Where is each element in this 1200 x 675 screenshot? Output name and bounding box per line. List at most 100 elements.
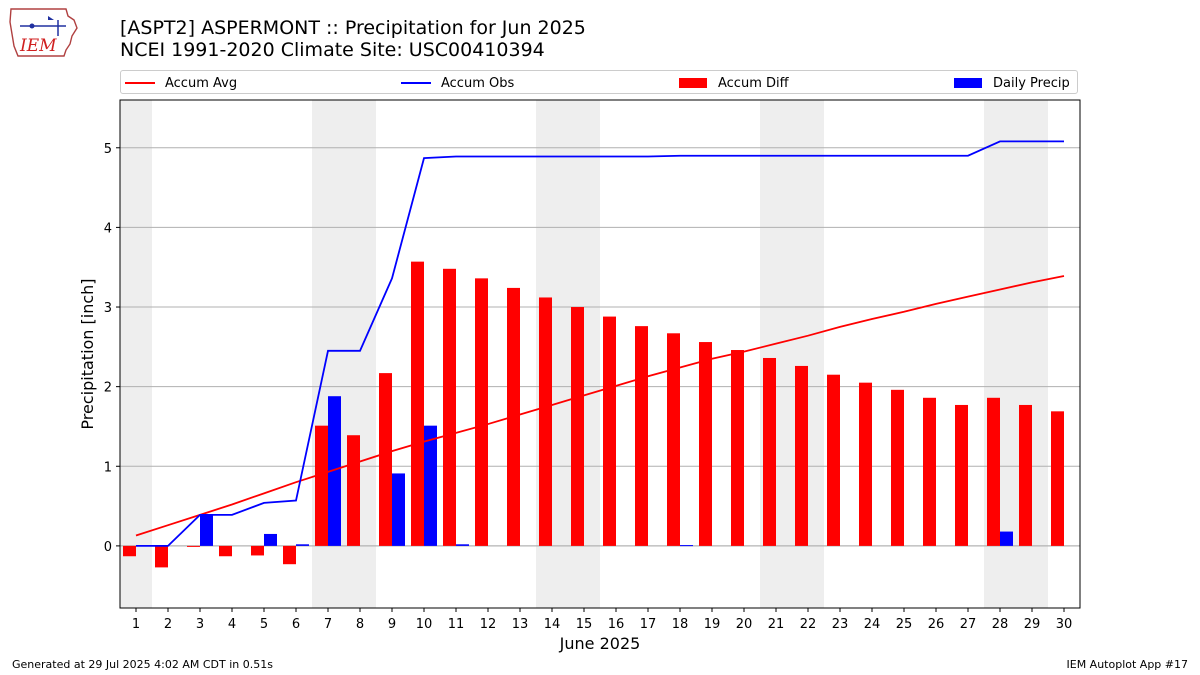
y-tick-label: 0 <box>104 540 112 555</box>
bar-accum-diff <box>187 545 200 547</box>
x-tick-label: 26 <box>928 617 945 632</box>
y-tick-label: 5 <box>104 142 112 157</box>
iem-iowa-logo-icon: IEM <box>9 8 78 57</box>
bar-accum-diff <box>699 342 712 546</box>
bar-daily-precip <box>200 514 213 546</box>
legend-label-accum-obs: Accum Obs <box>441 75 515 91</box>
bar-daily-precip <box>1000 531 1013 546</box>
bar-accum-diff <box>219 545 232 557</box>
x-axis-label: June 2025 <box>559 634 641 653</box>
bar-accum-diff <box>731 350 744 546</box>
x-tick-label: 7 <box>324 617 332 632</box>
bar-accum-diff <box>795 365 808 546</box>
y-tick-label: 4 <box>104 221 112 236</box>
bar-accum-diff <box>571 307 584 546</box>
bar-accum-diff <box>923 397 936 546</box>
x-tick-label: 4 <box>228 617 236 632</box>
bar-accum-diff <box>283 545 296 565</box>
x-tick-label: 20 <box>736 617 753 632</box>
bar-accum-diff <box>347 435 360 546</box>
x-tick-label: 2 <box>164 617 172 632</box>
y-tick-label: 1 <box>104 460 112 475</box>
line-accum-obs <box>136 140 1064 547</box>
x-tick-label: 24 <box>864 617 881 632</box>
bar-accum-diff <box>827 374 840 546</box>
bar-accum-diff <box>891 389 904 546</box>
chart-legend: Accum Avg Accum Obs Accum Diff Daily Pre… <box>120 70 1078 94</box>
bar-daily-precip <box>296 544 309 546</box>
legend-label-daily-precip: Daily Precip <box>993 75 1070 91</box>
x-tick-label: 25 <box>896 617 913 632</box>
x-tick-label: 11 <box>448 617 465 632</box>
bar-accum-diff <box>251 545 264 556</box>
x-tick-label: 1 <box>132 617 140 632</box>
bar-accum-diff <box>603 316 616 546</box>
bar-accum-diff <box>1051 411 1064 546</box>
y-tick-label: 2 <box>104 381 112 396</box>
bar-accum-diff <box>635 326 648 546</box>
legend-item-daily-precip: Daily Precip <box>954 74 1070 92</box>
x-tick-label: 17 <box>640 617 657 632</box>
legend-swatch-accum-diff <box>679 78 707 88</box>
bar-daily-precip <box>424 425 437 546</box>
bar-accum-diff <box>763 357 776 546</box>
legend-item-accum-diff: Accum Diff <box>679 74 789 92</box>
bar-daily-precip <box>264 533 277 546</box>
x-tick-label: 15 <box>576 617 593 632</box>
x-tick-label: 16 <box>608 617 625 632</box>
chart-title-line2: NCEI 1991-2020 Climate Site: USC00410394 <box>120 39 545 61</box>
x-tick-label: 27 <box>960 617 977 632</box>
x-tick-label: 13 <box>512 617 529 632</box>
bar-accum-diff <box>155 545 168 568</box>
x-tick-label: 30 <box>1056 617 1073 632</box>
x-tick-label: 29 <box>1024 617 1041 632</box>
bar-accum-diff <box>379 373 392 546</box>
x-tick-label: 23 <box>832 617 849 632</box>
iem-logo: IEM <box>8 6 80 60</box>
bar-accum-diff <box>539 297 552 546</box>
x-tick-label: 12 <box>480 617 497 632</box>
footer-generated: Generated at 29 Jul 2025 4:02 AM CDT in … <box>12 658 273 671</box>
weekend-band <box>120 100 152 608</box>
plot-frame <box>119 99 1081 609</box>
bar-accum-diff <box>859 382 872 546</box>
bar-accum-diff <box>667 333 680 546</box>
x-tick-label: 14 <box>544 617 561 632</box>
x-tick-label: 8 <box>356 617 364 632</box>
legend-item-accum-obs: Accum Obs <box>401 74 514 92</box>
bar-daily-precip <box>392 473 405 546</box>
x-tick-label: 19 <box>704 617 721 632</box>
chart-title: [ASPT2] ASPERMONT :: Precipitation for J… <box>120 17 586 61</box>
x-tick-label: 9 <box>388 617 396 632</box>
x-tick-label: 10 <box>416 617 433 632</box>
y-tick-label: 3 <box>104 301 112 316</box>
bar-daily-precip <box>680 545 693 547</box>
x-tick-label: 22 <box>800 617 817 632</box>
y-axis-label: Precipitation [inch] <box>78 278 97 429</box>
x-tick-label: 18 <box>672 617 689 632</box>
legend-item-accum-avg: Accum Avg <box>125 74 237 92</box>
legend-label-accum-avg: Accum Avg <box>165 75 238 91</box>
bar-accum-diff <box>443 268 456 546</box>
bar-accum-diff <box>475 278 488 546</box>
chart-title-line1: [ASPT2] ASPERMONT :: Precipitation for J… <box>120 17 586 39</box>
legend-swatch-accum-avg <box>125 82 155 84</box>
bar-accum-diff <box>987 397 1000 546</box>
bar-accum-diff <box>123 545 136 557</box>
legend-swatch-accum-obs <box>401 82 431 84</box>
legend-label-accum-diff: Accum Diff <box>718 75 789 91</box>
bar-daily-precip <box>328 396 341 546</box>
x-tick-label: 21 <box>768 617 785 632</box>
x-tick-label: 28 <box>992 617 1009 632</box>
bar-accum-diff <box>315 425 328 546</box>
bar-accum-diff <box>1019 404 1032 546</box>
bar-accum-diff <box>411 261 424 546</box>
bar-accum-diff <box>955 404 968 546</box>
x-tick-label: 5 <box>260 617 268 632</box>
legend-swatch-daily-precip <box>954 78 982 88</box>
x-tick-label: 6 <box>292 617 300 632</box>
bar-daily-precip <box>456 544 469 546</box>
iem-logo-text: IEM <box>19 36 57 56</box>
footer-app: IEM Autoplot App #17 <box>1066 658 1189 671</box>
